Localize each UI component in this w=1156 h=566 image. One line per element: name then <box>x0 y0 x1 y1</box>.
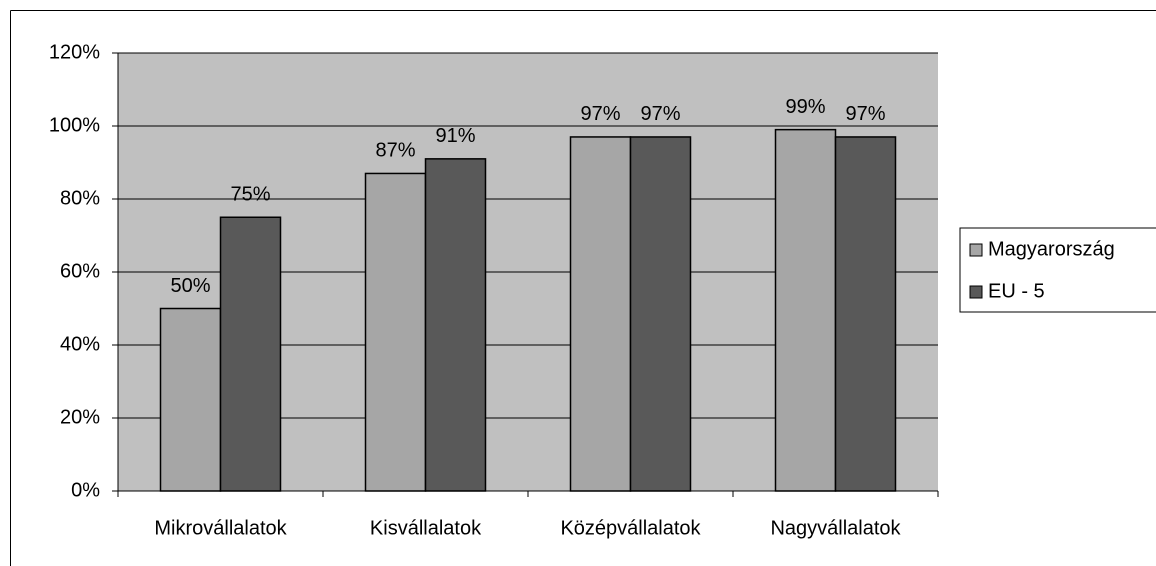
bar <box>159 307 222 492</box>
x-tick-label: Mikrovállalatok <box>154 517 287 539</box>
y-tick-label: 120% <box>49 41 100 63</box>
data-label: 50% <box>170 275 210 297</box>
bar <box>834 136 897 492</box>
data-label: 99% <box>785 96 825 118</box>
legend-label: EU - 5 <box>988 280 1045 302</box>
y-tick-label: 100% <box>49 114 100 136</box>
y-tick-label: 80% <box>60 187 100 209</box>
bar <box>774 128 837 492</box>
legend-swatch <box>969 285 983 299</box>
data-label: 91% <box>435 125 475 147</box>
bar <box>364 172 427 492</box>
bar <box>219 216 282 492</box>
y-tick-label: 0% <box>71 479 100 501</box>
x-tick-label: Kisvállalatok <box>370 517 482 539</box>
legend-label: Magyarország <box>988 238 1115 260</box>
data-label: 97% <box>845 103 885 125</box>
x-tick-label: Középvállalatok <box>560 517 701 539</box>
y-tick-label: 40% <box>60 333 100 355</box>
x-tick-label: Nagyvállalatok <box>770 517 901 539</box>
y-tick-label: 60% <box>60 260 100 282</box>
data-label: 87% <box>375 140 415 162</box>
bar <box>569 136 632 492</box>
legend-swatch <box>969 243 983 257</box>
data-label: 97% <box>640 103 680 125</box>
data-label: 75% <box>230 184 270 206</box>
legend-box <box>959 227 1156 313</box>
bar <box>629 136 692 492</box>
bar <box>424 158 487 492</box>
data-label: 97% <box>580 103 620 125</box>
y-tick-label: 20% <box>60 406 100 428</box>
